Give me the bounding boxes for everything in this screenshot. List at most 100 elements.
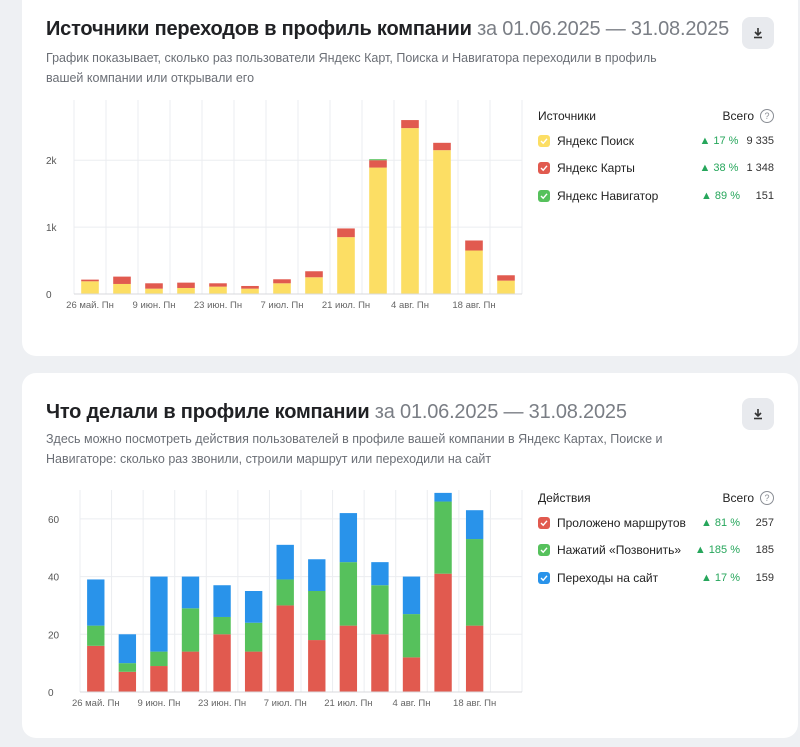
- download-button[interactable]: [742, 398, 774, 430]
- download-button[interactable]: [742, 17, 774, 49]
- bar-segment[interactable]: [465, 539, 484, 626]
- help-icon[interactable]: ?: [760, 491, 774, 505]
- bar-segment[interactable]: [209, 283, 227, 287]
- growth-indicator: ▲ 89 %: [700, 189, 740, 202]
- bar-segment[interactable]: [81, 279, 99, 282]
- bar-segment[interactable]: [369, 160, 387, 168]
- sources-period: за 01.06.2025 — 31.08.2025: [477, 18, 730, 40]
- bar-segment[interactable]: [113, 276, 131, 284]
- bar-segment[interactable]: [181, 576, 200, 609]
- legend-item[interactable]: Яндекс Навигатор ▲ 89 % 151: [538, 182, 774, 210]
- bar-segment[interactable]: [181, 608, 200, 652]
- actions-legend: Действия Всего ? Проложено маршрутов ▲ 81…: [538, 487, 774, 592]
- arrow-up-icon: ▲: [699, 134, 711, 147]
- checkbox-icon[interactable]: [538, 544, 550, 557]
- bar-segment[interactable]: [213, 616, 231, 635]
- bar-segment[interactable]: [276, 544, 294, 580]
- checkbox-icon[interactable]: [538, 571, 550, 584]
- bar-segment[interactable]: [339, 513, 358, 563]
- x-tick-label: 9 июн. Пн: [137, 698, 180, 709]
- bar-segment[interactable]: [118, 671, 137, 692]
- legend-item[interactable]: Яндекс Карты ▲ 38 % 1 348: [538, 155, 774, 183]
- checkbox-icon[interactable]: [538, 162, 550, 175]
- legend-item[interactable]: Нажатий «Позвонить» ▲ 185 % 185: [538, 537, 774, 565]
- bar-segment[interactable]: [369, 167, 387, 294]
- bar-segment[interactable]: [433, 150, 451, 294]
- bar-segment[interactable]: [145, 283, 163, 289]
- bar-segment[interactable]: [401, 120, 419, 129]
- x-tick-label: 26 май. Пн: [66, 300, 114, 311]
- checkbox-icon[interactable]: [538, 134, 550, 147]
- download-icon: [754, 28, 762, 39]
- bar-segment[interactable]: [87, 625, 105, 646]
- checkbox-icon[interactable]: [538, 189, 550, 202]
- x-tick-label: 21 июл. Пн: [324, 698, 372, 709]
- bar-segment[interactable]: [118, 634, 137, 664]
- legend-total-value: 185: [755, 544, 774, 557]
- bar-segment[interactable]: [308, 640, 326, 692]
- bar-segment[interactable]: [177, 287, 195, 294]
- bar-segment[interactable]: [150, 666, 168, 692]
- help-icon[interactable]: ?: [760, 109, 774, 123]
- bar-segment[interactable]: [81, 281, 99, 294]
- bar-segment[interactable]: [308, 559, 326, 591]
- bar-segment[interactable]: [465, 240, 483, 251]
- bar-segment[interactable]: [87, 579, 105, 626]
- bar-segment[interactable]: [465, 510, 484, 540]
- bar-segment[interactable]: [433, 142, 451, 151]
- bar-segment[interactable]: [465, 250, 483, 294]
- bar-segment[interactable]: [497, 280, 515, 294]
- bar-segment[interactable]: [337, 228, 355, 238]
- bar-segment[interactable]: [308, 591, 326, 641]
- bar-segment[interactable]: [497, 275, 515, 281]
- bar-segment[interactable]: [305, 271, 323, 278]
- bar-segment[interactable]: [339, 562, 358, 626]
- bar-segment[interactable]: [209, 286, 227, 294]
- legend-item[interactable]: Проложено маршрутов ▲ 81 % 257: [538, 509, 774, 537]
- bar-segment[interactable]: [371, 585, 389, 635]
- bar-segment[interactable]: [241, 285, 259, 289]
- bar-segment[interactable]: [273, 283, 291, 294]
- bar-segment[interactable]: [337, 237, 355, 294]
- bar-segment[interactable]: [369, 159, 387, 161]
- bar-segment[interactable]: [113, 283, 131, 294]
- bar-segment[interactable]: [401, 128, 419, 294]
- bar-segment[interactable]: [434, 492, 452, 502]
- growth-indicator: ▲ 17 %: [699, 134, 739, 147]
- bar-segment[interactable]: [339, 625, 358, 692]
- bar-segment[interactable]: [150, 576, 168, 652]
- bar-segment[interactable]: [276, 605, 294, 692]
- bar-segment[interactable]: [177, 282, 195, 288]
- bar-segment[interactable]: [118, 663, 137, 672]
- legend-item[interactable]: Яндекс Поиск ▲ 17 % 9 335: [538, 127, 774, 155]
- bar-segment[interactable]: [402, 657, 421, 692]
- bar-segment[interactable]: [213, 634, 231, 692]
- bar-segment[interactable]: [244, 591, 263, 623]
- bar-segment[interactable]: [276, 579, 294, 606]
- bar-segment[interactable]: [402, 614, 421, 658]
- bar-segment[interactable]: [434, 573, 452, 692]
- arrow-up-icon: ▲: [700, 189, 712, 202]
- sources-legend: Источники Всего ? Яндекс Поиск ▲ 17 % 9 33…: [538, 105, 774, 210]
- legend-total-value: 1 348: [746, 162, 774, 175]
- bar-segment[interactable]: [87, 645, 105, 692]
- legend-item[interactable]: Переходы на сайт ▲ 17 % 159: [538, 564, 774, 592]
- bar-segment[interactable]: [402, 576, 421, 615]
- arrow-up-icon: ▲: [700, 516, 712, 529]
- bar-segment[interactable]: [145, 288, 163, 294]
- growth-indicator: ▲ 17 %: [700, 571, 740, 584]
- bar-segment[interactable]: [241, 288, 259, 294]
- checkbox-icon[interactable]: [538, 516, 550, 529]
- x-tick-label: 21 июл. Пн: [322, 300, 370, 311]
- bar-segment[interactable]: [213, 585, 231, 617]
- bar-segment[interactable]: [465, 625, 484, 692]
- bar-segment[interactable]: [371, 562, 389, 586]
- bar-segment[interactable]: [150, 651, 168, 667]
- bar-segment[interactable]: [273, 279, 291, 284]
- bar-segment[interactable]: [434, 501, 452, 574]
- bar-segment[interactable]: [244, 651, 263, 692]
- bar-segment[interactable]: [371, 634, 389, 692]
- bar-segment[interactable]: [181, 651, 200, 692]
- bar-segment[interactable]: [244, 622, 263, 652]
- bar-segment[interactable]: [305, 277, 323, 294]
